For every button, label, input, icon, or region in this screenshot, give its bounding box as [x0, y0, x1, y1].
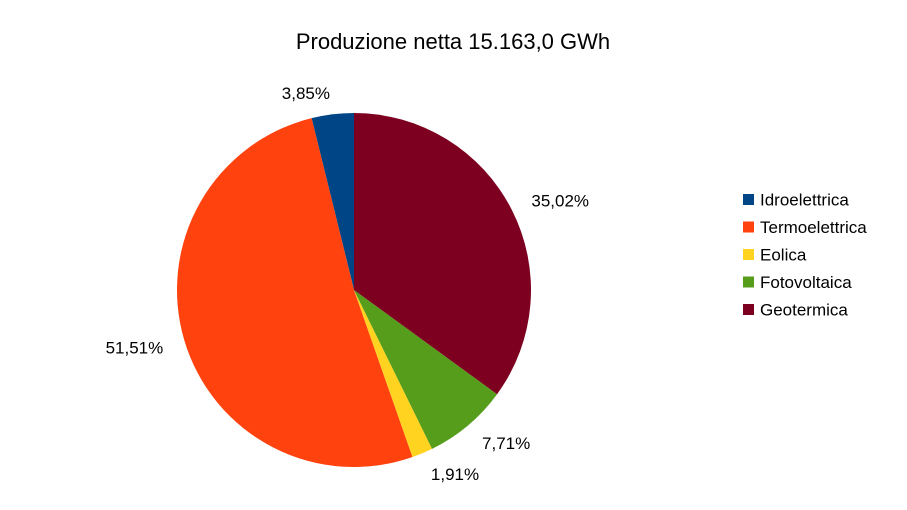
pie-slice	[311, 113, 354, 290]
legend-label: Eolica	[760, 245, 807, 264]
legend-swatch	[743, 276, 754, 288]
legend-label: Termoelettrica	[760, 218, 867, 237]
pie-slice	[354, 290, 498, 449]
pie-slice	[176, 118, 413, 468]
legend-label: Fotovoltaica	[760, 273, 852, 292]
data-label: 7,71%	[482, 434, 530, 453]
legend-swatch	[743, 304, 754, 315]
pie-slice	[354, 290, 433, 458]
data-label: 51,51%	[106, 338, 164, 357]
legend-label: Idroelettrica	[760, 190, 849, 209]
data-label: 3,85%	[282, 84, 330, 103]
chart-title: Produzione netta 15.163,0 GWh	[296, 29, 610, 54]
data-label: 1,91%	[431, 465, 479, 484]
legend-swatch	[743, 221, 754, 233]
pie-slice	[354, 113, 531, 395]
data-label: 35,02%	[531, 191, 589, 210]
legend-label: Geotermica	[760, 300, 848, 319]
legend-swatch	[743, 194, 754, 205]
legend-swatch	[743, 249, 754, 260]
